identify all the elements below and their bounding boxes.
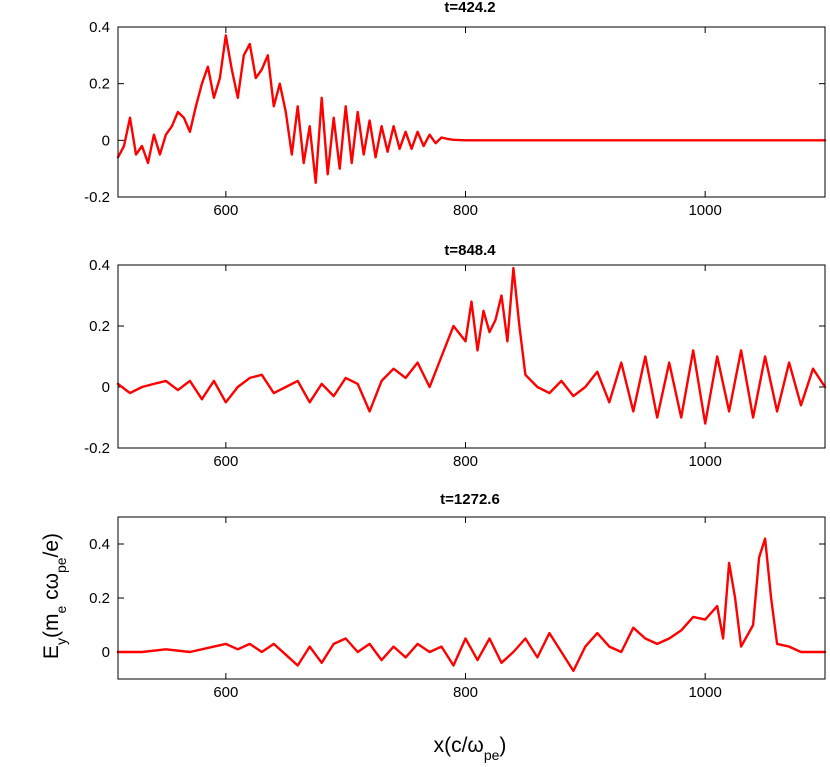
panel-1-x-tick-label: 1000 [688,202,721,219]
panel-2-frame [117,264,826,449]
panel-3-y-tick-label: 0.4 [89,536,110,553]
panel-2-x-tick-label: 1000 [688,453,721,470]
panel-3-y-tick-label: 0 [102,644,110,661]
panel-3-title: t=1272.6 [440,491,500,508]
panel-1-y-tick-label: 0.4 [89,19,110,36]
panel-3-frame [117,516,826,680]
panel-2: t=848.4 600 800 1000 -0.2 0 0.2 0.4 [84,242,827,470]
panel-2-x-tick-label: 600 [213,453,238,470]
y-axis-label: Ey(me cωpe/e) [40,533,69,659]
panel-1-title: t=424.2 [444,0,495,16]
x-axis-label: x(c/ωpe) [434,734,507,763]
panel-1-y-tick-label: 0.2 [89,76,110,93]
panel-3-x-tick-label: 600 [213,684,238,701]
panel-2-series-line [116,266,827,425]
panel-2-y-tick-label: 0 [102,379,110,396]
panel-3-y-tick-label: 0.2 [89,590,110,607]
panel-1-x-tick-label: 600 [213,202,238,219]
panel-1-frame [117,26,826,198]
panel-2-x-tick-label: 800 [453,453,478,470]
panel-1-y-tick-label: 0 [102,132,110,149]
panel-1: t=424.2 600 800 1000 -0.2 0 0.2 0.4 [84,0,827,219]
panel-1-series-line [116,34,827,184]
panel-3-series-line [116,537,827,673]
panel-3: t=1272.6 600 800 1000 0 0.2 0.4 [89,491,827,701]
panel-3-x-tick-label: 800 [453,684,478,701]
panel-2-y-tick-label: 0.4 [89,257,110,274]
panel-1-x-tick-label: 800 [453,202,478,219]
panel-2-x-ticks: 600 800 1000 [213,265,722,470]
panel-2-title: t=848.4 [444,242,496,259]
panel-3-x-ticks: 600 800 1000 [213,517,722,701]
panel-2-y-tick-label: 0.2 [89,318,110,335]
panel-3-y-ticks: 0 0.2 0.4 [89,536,825,661]
panel-1-y-tick-label: -0.2 [84,189,110,206]
panel-1-x-ticks: 600 800 1000 [213,27,722,219]
panel-3-x-tick-label: 1000 [688,684,721,701]
panel-2-y-tick-label: -0.2 [84,440,110,457]
panel-2-y-ticks: -0.2 0 0.2 0.4 [84,257,825,457]
